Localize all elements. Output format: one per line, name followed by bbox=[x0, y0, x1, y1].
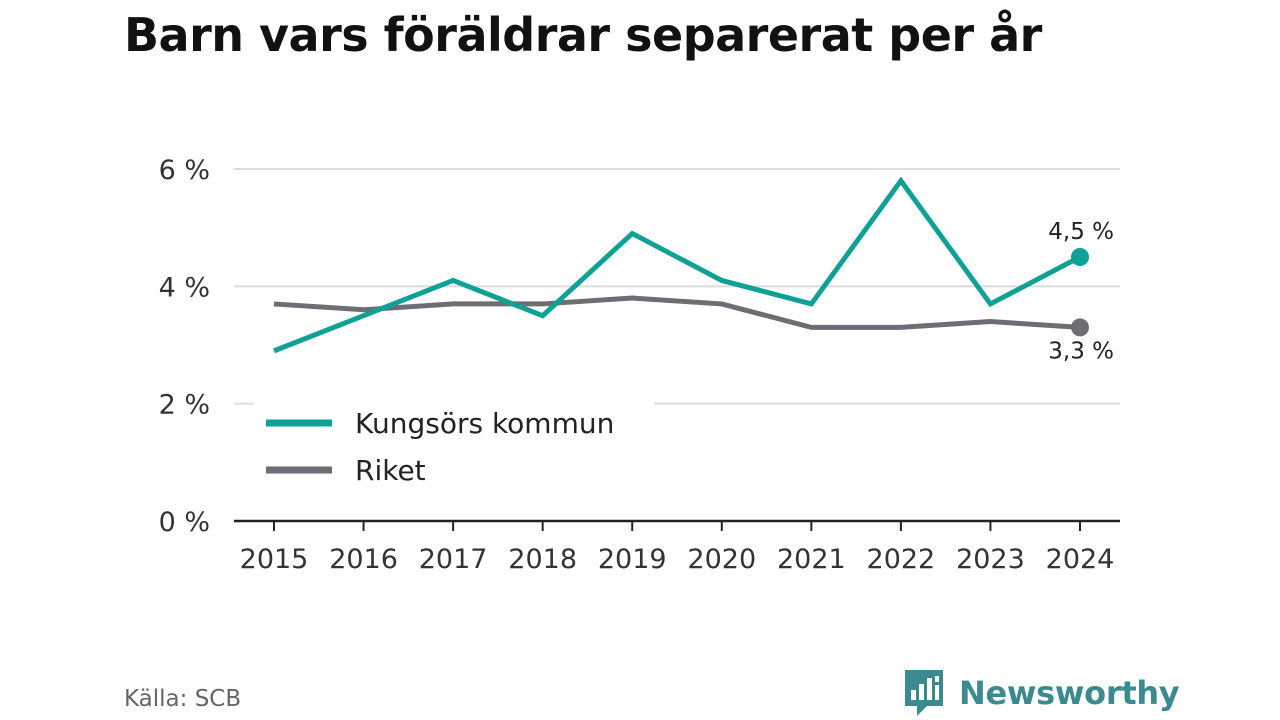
x-tick-label: 2024 bbox=[1046, 544, 1115, 575]
series-end-point-1 bbox=[1071, 318, 1089, 337]
x-tick-label: 2023 bbox=[956, 544, 1025, 575]
brand-name: Newsworthy bbox=[959, 674, 1180, 712]
x-axis: 2015 2016 2017 2018 2019 2020 2021 2022 2023 2024 bbox=[234, 519, 1120, 575]
legend-label-0: Kungsörs kommun bbox=[355, 407, 614, 440]
x-tick-label: 2022 bbox=[867, 544, 936, 575]
x-tick-label: 2016 bbox=[329, 544, 398, 575]
series-lines bbox=[273, 176, 1089, 354]
x-tick-label: 2020 bbox=[687, 544, 756, 575]
y-tick-label: 4 % bbox=[159, 272, 210, 303]
y-axis-ticks: 0 % 2 % 4 % 6 % bbox=[159, 155, 210, 538]
x-tick-label: 2021 bbox=[777, 544, 846, 575]
x-tick-label: 2017 bbox=[419, 544, 488, 575]
legend: Kungsörs kommun Riket bbox=[254, 400, 654, 496]
series-end-point-0 bbox=[1071, 248, 1089, 266]
end-label-1: 3,3 % bbox=[1048, 338, 1114, 364]
chart-title: Barn vars föräldrar separerat per år bbox=[124, 8, 1042, 62]
brand-logo: Newsworthy bbox=[903, 668, 1180, 718]
y-tick-label: 6 % bbox=[159, 155, 210, 186]
end-labels: 3,3 % 4,5 % bbox=[1048, 219, 1114, 364]
y-tick-label: 0 % bbox=[159, 507, 210, 538]
legend-background bbox=[254, 400, 654, 496]
source-note: Källa: SCB bbox=[124, 686, 242, 712]
x-tick-label: 2019 bbox=[598, 544, 667, 575]
gridlines bbox=[234, 168, 1120, 405]
x-tick-label: 2018 bbox=[508, 544, 577, 575]
series-line-0 bbox=[273, 176, 1082, 354]
y-tick-label: 2 % bbox=[159, 390, 210, 421]
x-tick-label: 2015 bbox=[240, 544, 309, 575]
bar-chart-speech-icon bbox=[905, 670, 943, 716]
end-label-0: 4,5 % bbox=[1048, 219, 1114, 245]
legend-label-1: Riket bbox=[355, 454, 426, 487]
series-line-1 bbox=[273, 295, 1081, 330]
